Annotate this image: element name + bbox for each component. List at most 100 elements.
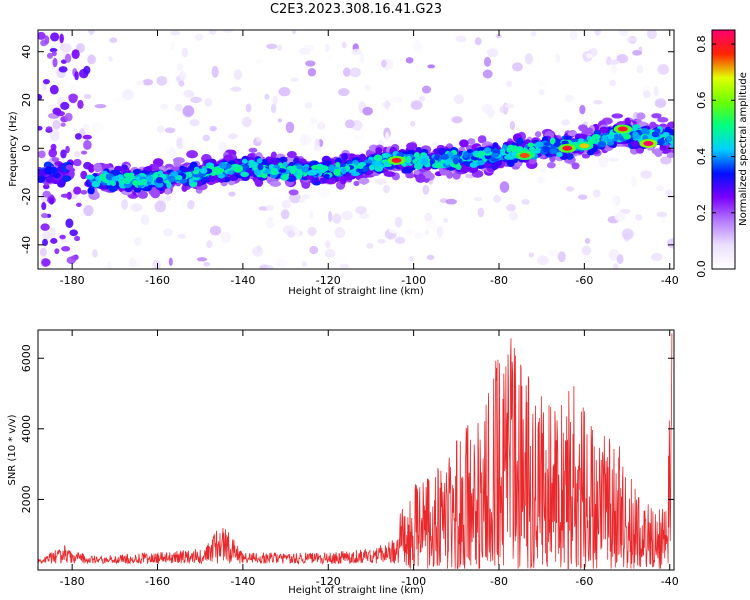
heatmap-speckle — [52, 57, 58, 68]
snr-ytick-label: 4000 — [20, 415, 33, 443]
heatmap-speckle — [453, 94, 465, 105]
heatmap-ridge-cell — [567, 131, 578, 137]
snr-ylabel: SNR (10 * v/v) — [7, 414, 18, 485]
heatmap-speckle — [660, 156, 672, 165]
heatmap-speckle — [46, 52, 54, 59]
heatmap-ridge-cell — [296, 164, 303, 170]
colorbar-ticks: 0.0 0.2 0.4 0.6 0.8 — [695, 35, 735, 278]
heatmap-speckle — [160, 103, 169, 110]
heatmap-speckle — [341, 41, 347, 49]
heatmap-ridge-cell — [613, 133, 619, 140]
heatmap-ridge-cell — [155, 182, 164, 188]
heatmap-speckle — [270, 103, 277, 114]
heatmap-speckle — [58, 66, 68, 73]
heatmap-speckle — [52, 119, 61, 130]
heatmap-xtick-label: -120 — [316, 274, 341, 287]
heatmap-speckle — [305, 60, 316, 67]
heatmap-peak — [643, 140, 654, 146]
heatmap-speckle — [134, 237, 142, 246]
heatmap-speckle — [295, 227, 300, 237]
heatmap-ridge-cell — [534, 131, 542, 138]
heatmap-speckle — [611, 194, 619, 204]
heatmap-ridge-cell — [340, 167, 347, 175]
heatmap-speckle — [313, 145, 322, 152]
heatmap-speckle — [170, 40, 175, 51]
heatmap-speckle — [87, 54, 96, 65]
heatmap-ridge-cell — [375, 147, 383, 155]
heatmap-speckle — [168, 257, 173, 266]
heatmap-ridge-cell — [65, 164, 74, 171]
heatmap-speckle — [256, 136, 261, 143]
heatmap-speckle — [608, 59, 620, 65]
heatmap-speckle — [384, 131, 390, 143]
heatmap-speckle — [335, 254, 346, 265]
snr-axes: -180 -160 -140 -120 -100 -80 -60 -40 2000 4000 600… — [20, 329, 679, 588]
heatmap-speckle — [211, 65, 219, 78]
heatmap-ridge-cell — [257, 163, 264, 171]
heatmap-peak — [562, 145, 573, 151]
heatmap-frame — [37, 29, 675, 270]
heatmap-speckle — [233, 69, 243, 80]
heatmap-speckle — [609, 79, 616, 87]
heatmap-ridge-cell — [212, 167, 219, 174]
heatmap-speckle — [204, 98, 213, 107]
heatmap-speckle — [459, 44, 466, 50]
heatmap-ytick-label: 40 — [20, 45, 33, 59]
heatmap-speckle — [455, 35, 467, 43]
heatmap-ridge-cell — [549, 148, 557, 155]
heatmap-ridge-cell — [657, 138, 665, 145]
heatmap-speckle — [64, 112, 73, 122]
heatmap-ridge-cell — [492, 142, 499, 150]
heatmap-speckle — [524, 53, 534, 65]
snr-xtick-label: -60 — [575, 575, 593, 588]
heatmap-ridge-cell — [121, 164, 128, 170]
heatmap-speckle — [618, 30, 629, 36]
heatmap-speckle — [65, 145, 70, 154]
heatmap-ridge-cell — [351, 171, 360, 177]
heatmap-ridge-cell — [469, 162, 478, 168]
snr-series-line — [38, 333, 673, 570]
heatmap-speckle — [414, 232, 423, 239]
heatmap-speckle — [552, 173, 561, 182]
heatmap-speckle — [362, 106, 373, 116]
heatmap-speckle — [364, 84, 372, 91]
heatmap-ridge-cell — [91, 180, 101, 188]
heatmap-speckle — [459, 127, 469, 140]
heatmap-speckle — [59, 234, 66, 240]
heatmap-speckle — [592, 100, 603, 105]
heatmap-speckle — [40, 212, 49, 219]
heatmap-ridge-cell — [200, 167, 208, 174]
heatmap-ridge-cell — [423, 169, 432, 179]
heatmap-speckle — [638, 46, 643, 52]
heatmap-speckle — [285, 121, 295, 134]
heatmap-ridge-cell — [227, 170, 234, 175]
heatmap-ridge-cell — [476, 160, 485, 166]
heatmap-ridge-cell — [254, 168, 262, 176]
heatmap-ridge-cell — [439, 169, 449, 176]
snr-frame — [37, 329, 675, 571]
heatmap-speckle — [352, 68, 358, 76]
heatmap-ridge-cell — [281, 174, 289, 181]
heatmap-speckle — [291, 30, 296, 35]
heatmap-speckle — [436, 225, 443, 238]
heatmap-speckle — [583, 30, 590, 37]
heatmap-speckle — [88, 30, 95, 35]
heatmap-speckle — [359, 52, 365, 64]
heatmap-ridge-cell — [175, 175, 183, 181]
heatmap-speckle — [209, 125, 217, 132]
heatmap-speckle — [566, 186, 574, 192]
heatmap-ridge-cell — [68, 169, 75, 179]
heatmap-ridge-cell — [631, 124, 641, 129]
heatmap-speckle — [287, 230, 295, 238]
colorbar-tick-label: 0.4 — [695, 148, 708, 166]
heatmap-speckle — [614, 211, 626, 222]
heatmap-ridge-cell — [591, 134, 601, 140]
heatmap-peak — [579, 143, 590, 149]
heatmap-ridge-cell — [630, 140, 638, 148]
heatmap-ridge-cell — [288, 161, 295, 167]
heatmap-speckle — [328, 210, 333, 223]
heatmap-ridge-cell — [188, 178, 194, 184]
heatmap-ridge-cell — [405, 173, 415, 179]
heatmap-speckle — [264, 93, 270, 100]
